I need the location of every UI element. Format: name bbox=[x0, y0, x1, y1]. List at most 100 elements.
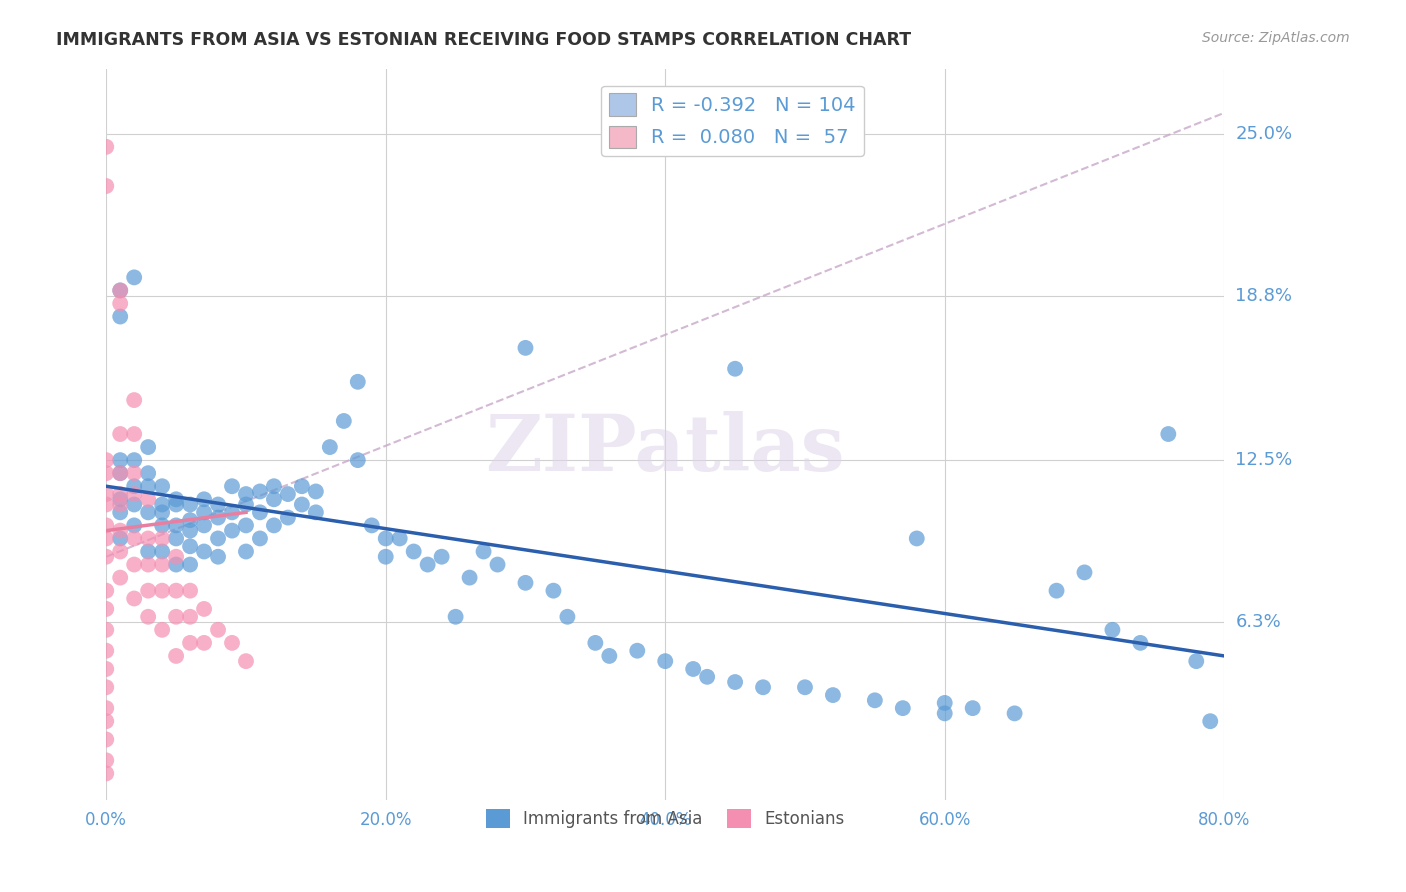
Point bbox=[165, 609, 187, 624]
Point bbox=[150, 558, 173, 572]
Point bbox=[179, 558, 201, 572]
Point bbox=[486, 558, 509, 572]
Point bbox=[515, 575, 537, 590]
Point bbox=[430, 549, 453, 564]
Point bbox=[108, 284, 131, 298]
Point bbox=[122, 591, 145, 606]
Point bbox=[221, 524, 243, 538]
Text: 6.3%: 6.3% bbox=[1236, 613, 1281, 631]
Point bbox=[654, 654, 676, 668]
Point bbox=[934, 696, 956, 710]
Point bbox=[96, 766, 118, 780]
Point bbox=[150, 498, 173, 512]
Point bbox=[165, 518, 187, 533]
Point bbox=[179, 583, 201, 598]
Point bbox=[96, 753, 118, 767]
Point bbox=[136, 440, 159, 454]
Point bbox=[515, 341, 537, 355]
Point bbox=[794, 680, 817, 694]
Point bbox=[96, 732, 118, 747]
Point bbox=[207, 510, 229, 524]
Point bbox=[122, 393, 145, 408]
Point bbox=[108, 466, 131, 480]
Point bbox=[207, 532, 229, 546]
Point bbox=[821, 688, 844, 702]
Point bbox=[136, 544, 159, 558]
Point bbox=[96, 518, 118, 533]
Point bbox=[1185, 654, 1208, 668]
Point bbox=[150, 544, 173, 558]
Point bbox=[207, 498, 229, 512]
Point bbox=[122, 532, 145, 546]
Point bbox=[221, 636, 243, 650]
Point bbox=[96, 179, 118, 194]
Point bbox=[122, 558, 145, 572]
Point bbox=[696, 670, 718, 684]
Point bbox=[96, 662, 118, 676]
Point bbox=[96, 714, 118, 729]
Point bbox=[179, 609, 201, 624]
Text: IMMIGRANTS FROM ASIA VS ESTONIAN RECEIVING FOOD STAMPS CORRELATION CHART: IMMIGRANTS FROM ASIA VS ESTONIAN RECEIVI… bbox=[56, 31, 911, 49]
Point bbox=[193, 544, 215, 558]
Point bbox=[122, 453, 145, 467]
Point bbox=[291, 498, 314, 512]
Point bbox=[122, 518, 145, 533]
Point bbox=[136, 479, 159, 493]
Point bbox=[96, 701, 118, 715]
Point bbox=[360, 518, 382, 533]
Point bbox=[150, 505, 173, 519]
Point bbox=[122, 479, 145, 493]
Point bbox=[96, 549, 118, 564]
Point bbox=[207, 549, 229, 564]
Point bbox=[626, 643, 648, 657]
Point bbox=[179, 636, 201, 650]
Point bbox=[108, 544, 131, 558]
Point bbox=[96, 453, 118, 467]
Point bbox=[249, 532, 271, 546]
Point bbox=[557, 609, 579, 624]
Point bbox=[165, 583, 187, 598]
Point bbox=[179, 524, 201, 538]
Point bbox=[277, 510, 299, 524]
Point bbox=[108, 487, 131, 501]
Point bbox=[122, 466, 145, 480]
Point bbox=[108, 310, 131, 324]
Point bbox=[1004, 706, 1026, 721]
Point bbox=[193, 636, 215, 650]
Point bbox=[863, 693, 886, 707]
Point bbox=[165, 498, 187, 512]
Point bbox=[193, 505, 215, 519]
Point bbox=[221, 505, 243, 519]
Point bbox=[724, 675, 747, 690]
Text: 12.5%: 12.5% bbox=[1236, 451, 1292, 469]
Point bbox=[165, 492, 187, 507]
Point bbox=[598, 648, 620, 663]
Point bbox=[472, 544, 495, 558]
Point bbox=[444, 609, 467, 624]
Point bbox=[108, 453, 131, 467]
Point bbox=[333, 414, 356, 428]
Point bbox=[235, 518, 257, 533]
Point bbox=[108, 505, 131, 519]
Point bbox=[150, 532, 173, 546]
Point bbox=[108, 532, 131, 546]
Point bbox=[96, 643, 118, 657]
Point bbox=[235, 498, 257, 512]
Point bbox=[165, 549, 187, 564]
Point bbox=[122, 498, 145, 512]
Point bbox=[682, 662, 704, 676]
Point bbox=[136, 558, 159, 572]
Point bbox=[1129, 636, 1152, 650]
Point bbox=[263, 518, 285, 533]
Text: ZIPatlas: ZIPatlas bbox=[485, 410, 845, 487]
Point bbox=[1073, 566, 1095, 580]
Point bbox=[136, 532, 159, 546]
Point bbox=[122, 270, 145, 285]
Point bbox=[235, 654, 257, 668]
Point bbox=[374, 549, 396, 564]
Point bbox=[96, 466, 118, 480]
Point bbox=[388, 532, 411, 546]
Point bbox=[108, 284, 131, 298]
Point bbox=[96, 623, 118, 637]
Point bbox=[108, 427, 131, 442]
